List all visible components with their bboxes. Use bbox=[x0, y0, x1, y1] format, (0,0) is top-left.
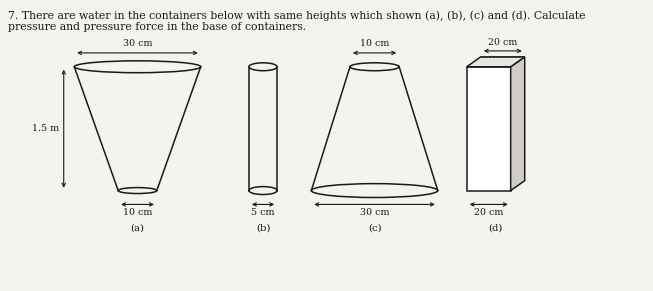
Text: 30 cm: 30 cm bbox=[123, 39, 152, 48]
Polygon shape bbox=[467, 57, 525, 67]
Text: 1.5 m: 1.5 m bbox=[32, 124, 59, 133]
Polygon shape bbox=[511, 57, 525, 191]
Text: (b): (b) bbox=[256, 224, 270, 233]
Text: 20 cm: 20 cm bbox=[474, 208, 503, 217]
Text: 7. There are water in the containers below with same heights which shown (a), (b: 7. There are water in the containers bel… bbox=[8, 10, 585, 21]
Text: 10 cm: 10 cm bbox=[360, 39, 389, 48]
Text: 20 cm: 20 cm bbox=[488, 38, 517, 47]
Polygon shape bbox=[467, 67, 511, 191]
Text: (d): (d) bbox=[488, 224, 503, 233]
Text: pressure and pressure force in the base of containers.: pressure and pressure force in the base … bbox=[8, 22, 306, 32]
Text: 10 cm: 10 cm bbox=[123, 208, 152, 217]
Text: 5 cm: 5 cm bbox=[251, 208, 275, 217]
Text: (a): (a) bbox=[131, 224, 144, 233]
Text: 30 cm: 30 cm bbox=[360, 208, 389, 217]
Text: (c): (c) bbox=[368, 224, 381, 233]
